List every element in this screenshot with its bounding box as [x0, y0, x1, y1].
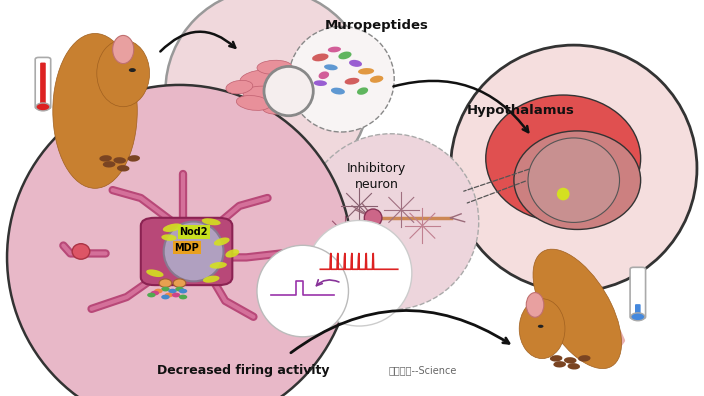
Circle shape [151, 291, 159, 295]
Circle shape [154, 289, 163, 293]
Circle shape [165, 293, 173, 297]
FancyBboxPatch shape [141, 218, 232, 285]
Circle shape [129, 68, 136, 72]
Ellipse shape [520, 299, 565, 359]
Circle shape [168, 289, 177, 293]
Ellipse shape [237, 95, 270, 110]
Ellipse shape [127, 155, 140, 162]
Ellipse shape [263, 99, 301, 114]
Ellipse shape [146, 269, 163, 277]
Ellipse shape [210, 262, 227, 268]
Ellipse shape [225, 249, 239, 258]
Ellipse shape [339, 51, 351, 59]
Circle shape [538, 325, 543, 328]
Ellipse shape [117, 165, 130, 171]
Ellipse shape [289, 27, 394, 132]
Ellipse shape [99, 155, 112, 162]
Ellipse shape [365, 209, 382, 227]
Ellipse shape [113, 35, 134, 64]
Ellipse shape [344, 78, 360, 85]
Circle shape [631, 313, 645, 321]
Ellipse shape [314, 80, 327, 86]
FancyBboxPatch shape [635, 304, 641, 316]
Ellipse shape [358, 68, 374, 74]
Ellipse shape [113, 157, 126, 164]
Ellipse shape [243, 86, 292, 104]
Ellipse shape [303, 134, 479, 310]
Text: 图片来源--Science: 图片来源--Science [388, 365, 457, 375]
Ellipse shape [514, 131, 641, 229]
Circle shape [172, 293, 180, 297]
Text: MDP: MDP [175, 242, 199, 253]
Ellipse shape [451, 45, 697, 291]
Ellipse shape [53, 33, 137, 188]
Circle shape [175, 287, 184, 291]
Ellipse shape [306, 221, 412, 326]
Circle shape [36, 103, 50, 111]
Ellipse shape [203, 276, 220, 283]
Ellipse shape [357, 88, 368, 95]
Ellipse shape [165, 0, 370, 193]
Circle shape [161, 287, 170, 291]
Text: Hypothalamus: Hypothalamus [467, 105, 575, 117]
Ellipse shape [567, 363, 580, 369]
Ellipse shape [96, 40, 150, 107]
Ellipse shape [214, 238, 230, 246]
FancyBboxPatch shape [35, 57, 51, 109]
Ellipse shape [328, 47, 341, 52]
Ellipse shape [564, 357, 577, 364]
Ellipse shape [324, 64, 338, 70]
Ellipse shape [318, 71, 329, 79]
Ellipse shape [331, 88, 345, 95]
Ellipse shape [578, 355, 591, 362]
Ellipse shape [159, 279, 172, 287]
Ellipse shape [161, 234, 177, 241]
Text: neuron: neuron [355, 178, 398, 190]
Ellipse shape [557, 188, 570, 200]
Ellipse shape [370, 76, 384, 83]
Ellipse shape [202, 218, 220, 225]
Text: Inhibitory: Inhibitory [347, 162, 406, 175]
Text: Nod2: Nod2 [180, 227, 208, 237]
Text: Decreased firing activity: Decreased firing activity [156, 364, 329, 377]
Ellipse shape [264, 67, 313, 116]
Ellipse shape [527, 293, 543, 317]
Ellipse shape [553, 361, 566, 367]
Text: Muropeptides: Muropeptides [325, 19, 429, 32]
Ellipse shape [533, 249, 622, 369]
Ellipse shape [7, 85, 352, 396]
Circle shape [179, 289, 187, 293]
FancyBboxPatch shape [630, 267, 646, 319]
Circle shape [179, 295, 187, 299]
Ellipse shape [163, 221, 224, 282]
Ellipse shape [312, 53, 329, 61]
Ellipse shape [282, 85, 310, 97]
Ellipse shape [528, 138, 620, 223]
Ellipse shape [226, 80, 253, 94]
FancyBboxPatch shape [40, 63, 46, 106]
Circle shape [147, 293, 156, 297]
Ellipse shape [550, 355, 562, 362]
Ellipse shape [257, 245, 348, 337]
Ellipse shape [163, 223, 182, 232]
Ellipse shape [173, 279, 186, 287]
Ellipse shape [103, 161, 115, 168]
Ellipse shape [73, 244, 90, 259]
Circle shape [161, 295, 170, 299]
Ellipse shape [257, 60, 292, 74]
Ellipse shape [349, 60, 362, 67]
Ellipse shape [486, 95, 641, 222]
Ellipse shape [240, 70, 281, 88]
